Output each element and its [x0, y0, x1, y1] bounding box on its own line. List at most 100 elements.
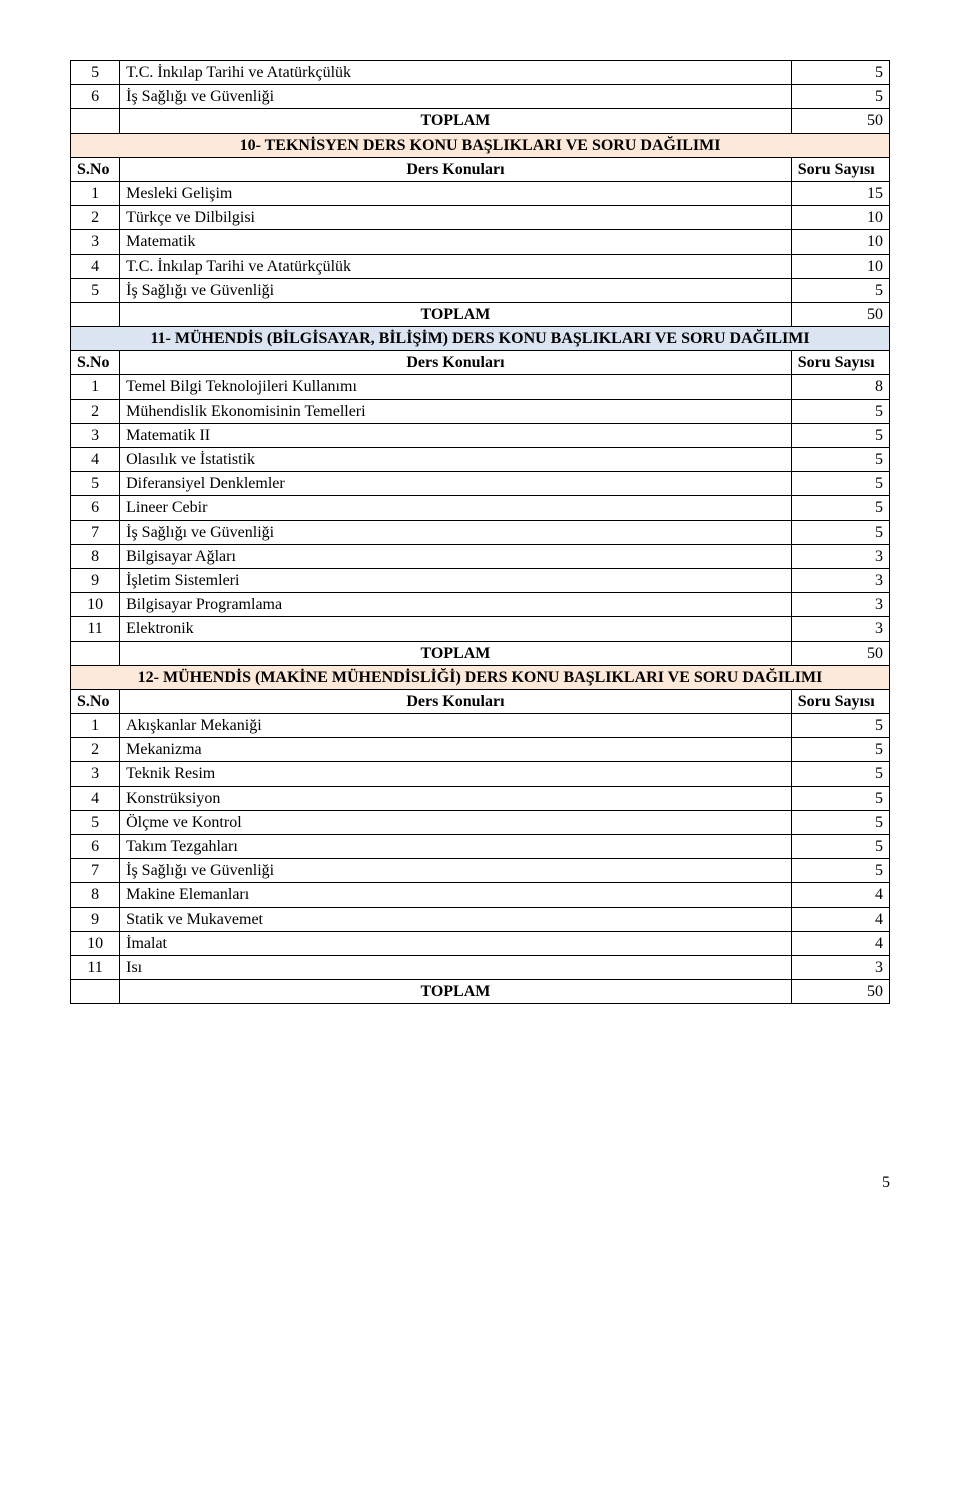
- row-label: Bilgisayar Programlama: [120, 593, 792, 617]
- row-label: Mühendislik Ekonomisinin Temelleri: [120, 399, 792, 423]
- header-ders: Ders Konuları: [120, 689, 792, 713]
- table-row: 3Teknik Resim5: [71, 762, 890, 786]
- row-number: 9: [71, 568, 120, 592]
- row-number: 7: [71, 859, 120, 883]
- row-label: Mesleki Gelişim: [120, 181, 792, 205]
- row-number: 4: [71, 254, 120, 278]
- curriculum-table: 5T.C. İnkılap Tarihi ve Atatürkçülük56İş…: [70, 60, 890, 1004]
- row-number: 1: [71, 714, 120, 738]
- row-label: Takım Tezgahları: [120, 835, 792, 859]
- row-label: T.C. İnkılap Tarihi ve Atatürkçülük: [120, 61, 792, 85]
- page-number: 5: [70, 1174, 890, 1192]
- table-row: S.NoDers KonularıSoru Sayısı: [71, 689, 890, 713]
- row-value: 10: [791, 230, 889, 254]
- row-label: Lineer Cebir: [120, 496, 792, 520]
- table-row: 5Diferansiyel Denklemler5: [71, 472, 890, 496]
- row-number: 5: [71, 61, 120, 85]
- row-number: 3: [71, 762, 120, 786]
- row-value: 3: [791, 568, 889, 592]
- row-value: 3: [791, 593, 889, 617]
- row-number: 10: [71, 931, 120, 955]
- table-row: 7İş Sağlığı ve Güvenliği5: [71, 859, 890, 883]
- row-label: Makine Elemanları: [120, 883, 792, 907]
- row-number: 6: [71, 85, 120, 109]
- row-number: 7: [71, 520, 120, 544]
- row-label: Teknik Resim: [120, 762, 792, 786]
- table-row: 1Akışkanlar Mekaniği5: [71, 714, 890, 738]
- row-value: 5: [791, 472, 889, 496]
- row-value: 5: [791, 762, 889, 786]
- table-row: 10- TEKNİSYEN DERS KONU BAŞLIKLARI VE SO…: [71, 133, 890, 157]
- row-label: Diferansiyel Denklemler: [120, 472, 792, 496]
- row-value: 10: [791, 206, 889, 230]
- section-title: 10- TEKNİSYEN DERS KONU BAŞLIKLARI VE SO…: [71, 133, 890, 157]
- table-row: 6Takım Tezgahları5: [71, 835, 890, 859]
- table-row: 11Elektronik3: [71, 617, 890, 641]
- row-label: Ölçme ve Kontrol: [120, 810, 792, 834]
- header-sno: S.No: [71, 157, 120, 181]
- table-row: TOPLAM50: [71, 980, 890, 1004]
- table-row: 11Isı3: [71, 955, 890, 979]
- table-row: 4T.C. İnkılap Tarihi ve Atatürkçülük10: [71, 254, 890, 278]
- row-label: Bilgisayar Ağları: [120, 544, 792, 568]
- table-row: 8Makine Elemanları4: [71, 883, 890, 907]
- row-number: 8: [71, 544, 120, 568]
- row-number: 4: [71, 786, 120, 810]
- table-row: 3Matematik10: [71, 230, 890, 254]
- row-value: 4: [791, 931, 889, 955]
- header-soru: Soru Sayısı: [791, 689, 889, 713]
- row-label: Akışkanlar Mekaniği: [120, 714, 792, 738]
- header-sno: S.No: [71, 351, 120, 375]
- row-value: 5: [791, 496, 889, 520]
- row-value: 3: [791, 544, 889, 568]
- row-value: 5: [791, 399, 889, 423]
- row-number: 4: [71, 448, 120, 472]
- table-row: 2Mühendislik Ekonomisinin Temelleri5: [71, 399, 890, 423]
- table-row: 9Statik ve Mukavemet4: [71, 907, 890, 931]
- table-row: 6İş Sağlığı ve Güvenliği5: [71, 85, 890, 109]
- section-title: 12- MÜHENDİS (MAKİNE MÜHENDİSLİĞİ) DERS …: [71, 665, 890, 689]
- row-number: 1: [71, 375, 120, 399]
- row-number: 2: [71, 738, 120, 762]
- row-number: 5: [71, 810, 120, 834]
- row-label: İş Sağlığı ve Güvenliği: [120, 85, 792, 109]
- row-value: 3: [791, 955, 889, 979]
- row-value: 5: [791, 786, 889, 810]
- row-value: 5: [791, 738, 889, 762]
- row-label: T.C. İnkılap Tarihi ve Atatürkçülük: [120, 254, 792, 278]
- row-value: 5: [791, 835, 889, 859]
- table-row: 10İmalat4: [71, 931, 890, 955]
- row-label: Olasılık ve İstatistik: [120, 448, 792, 472]
- row-number: 6: [71, 835, 120, 859]
- table-row: 4Konstrüksiyon5: [71, 786, 890, 810]
- total-label: TOPLAM: [120, 980, 792, 1004]
- table-row: TOPLAM50: [71, 641, 890, 665]
- row-label: İmalat: [120, 931, 792, 955]
- table-row: 6Lineer Cebir5: [71, 496, 890, 520]
- table-row: 2Türkçe ve Dilbilgisi10: [71, 206, 890, 230]
- row-label: İş Sağlığı ve Güvenliği: [120, 278, 792, 302]
- table-row: 3Matematik II5: [71, 423, 890, 447]
- row-label: İş Sağlığı ve Güvenliği: [120, 520, 792, 544]
- row-value: 5: [791, 520, 889, 544]
- header-soru: Soru Sayısı: [791, 351, 889, 375]
- row-number: 9: [71, 907, 120, 931]
- row-label: Konstrüksiyon: [120, 786, 792, 810]
- table-row: TOPLAM50: [71, 302, 890, 326]
- table-row: 10Bilgisayar Programlama3: [71, 593, 890, 617]
- row-value: 5: [791, 423, 889, 447]
- row-value: 5: [791, 810, 889, 834]
- table-row: 5T.C. İnkılap Tarihi ve Atatürkçülük5: [71, 61, 890, 85]
- row-number: 2: [71, 399, 120, 423]
- table-row: S.NoDers KonularıSoru Sayısı: [71, 157, 890, 181]
- total-value: 50: [791, 641, 889, 665]
- row-value: 5: [791, 448, 889, 472]
- table-row: 12- MÜHENDİS (MAKİNE MÜHENDİSLİĞİ) DERS …: [71, 665, 890, 689]
- row-label: Elektronik: [120, 617, 792, 641]
- table-row: 7İş Sağlığı ve Güvenliği5: [71, 520, 890, 544]
- row-value: 5: [791, 714, 889, 738]
- total-value: 50: [791, 302, 889, 326]
- row-label: Mekanizma: [120, 738, 792, 762]
- row-value: 4: [791, 883, 889, 907]
- row-label: Matematik: [120, 230, 792, 254]
